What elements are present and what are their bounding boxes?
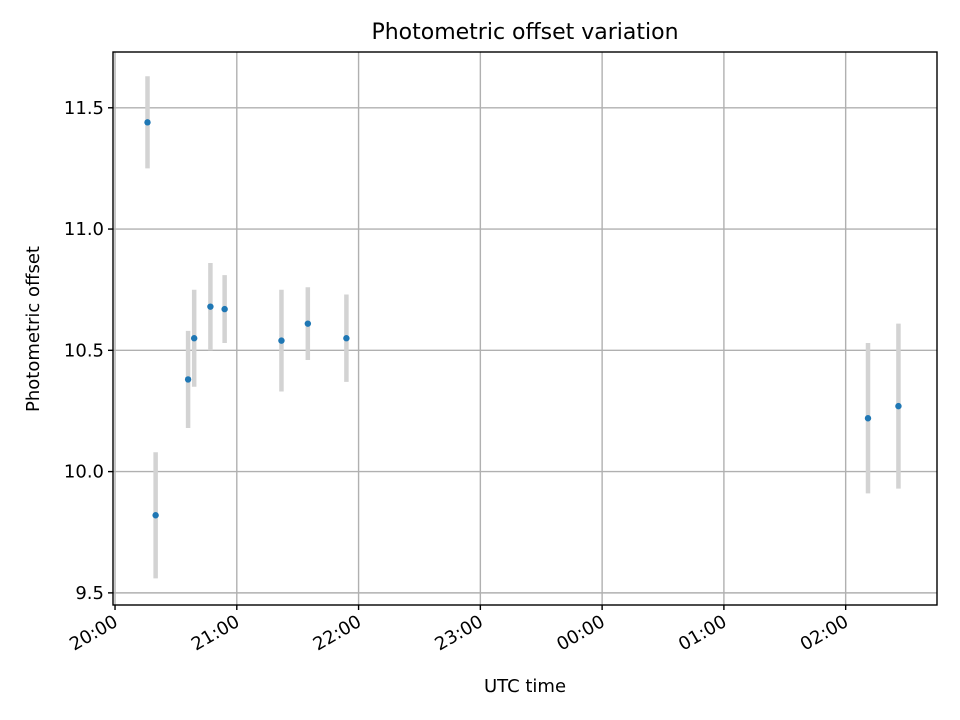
data-point	[144, 119, 151, 126]
x-tick-label: 20:00	[66, 611, 121, 655]
y-tick-label: 10.0	[64, 462, 104, 483]
chart-title: Photometric offset variation	[371, 20, 678, 45]
data-point	[221, 305, 228, 313]
x-tick-label: 21:00	[188, 611, 243, 655]
tick-layer: 20:00 21:00 22:00 23:00 00:00 01:00 02:00 9.5 10…	[64, 98, 852, 655]
y-axis-label: Photometric offset	[23, 246, 44, 412]
data-point	[152, 512, 159, 519]
x-tick-label: 00:00	[553, 611, 608, 655]
y-tick-label: 10.5	[64, 340, 104, 361]
grid-layer	[113, 52, 937, 605]
data-point	[190, 335, 198, 342]
y-tick-label: 11.0	[64, 219, 104, 240]
x-axis-label: UTC time	[484, 676, 566, 697]
data-point	[207, 303, 214, 310]
x-tick-label: 01:00	[675, 611, 730, 655]
plot-frame	[112, 51, 938, 606]
x-tick-label: 22:00	[310, 611, 365, 655]
data-point	[304, 320, 312, 327]
y-tick-label: 9.5	[75, 583, 104, 604]
x-tick-label: 23:00	[431, 611, 486, 655]
data-point	[895, 402, 902, 410]
data-point	[343, 335, 350, 342]
errorbar-layer	[145, 76, 901, 579]
data-point	[184, 376, 192, 383]
point-layer	[144, 119, 902, 519]
data-point	[278, 337, 285, 344]
y-tick-label: 11.5	[64, 98, 104, 119]
x-tick-label: 02:00	[797, 611, 852, 655]
data-point	[864, 415, 872, 422]
